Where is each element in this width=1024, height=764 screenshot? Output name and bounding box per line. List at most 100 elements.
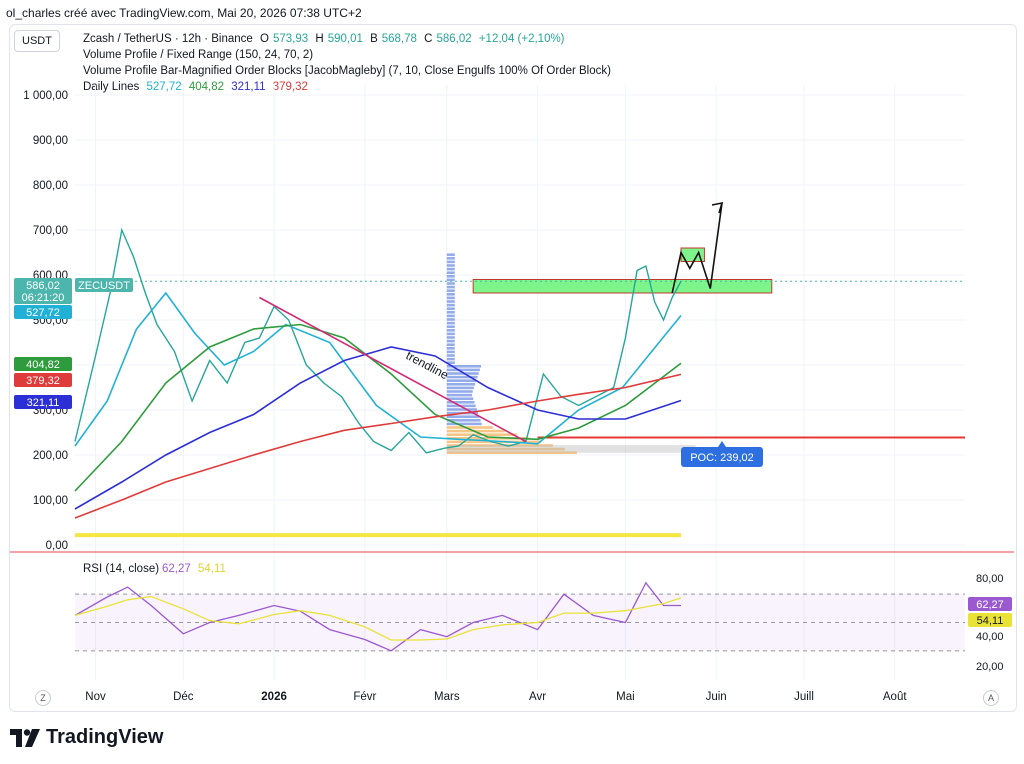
current-price-badge xyxy=(14,278,72,304)
volume-profile-bar xyxy=(446,285,455,289)
volume-profile-bar xyxy=(446,293,455,296)
legend-symbol-row: Zcash / TetherUS · 12h · Binance O 573,93… xyxy=(83,33,565,45)
ema-slow-text: 321,11 xyxy=(27,397,60,409)
volume-profile-bar xyxy=(446,296,455,300)
y-tick-label: 900,00 xyxy=(33,135,68,147)
volume-profile-bar xyxy=(446,318,455,321)
volume-profile-bar xyxy=(446,321,455,325)
ema-red-text: 379,32 xyxy=(26,375,60,387)
ema-fast-text: 527,72 xyxy=(26,307,60,319)
price-series-line xyxy=(74,227,682,454)
volume-profile-bar xyxy=(446,401,475,404)
y-tick-label: 800,00 xyxy=(33,180,68,192)
volume-profile-bar xyxy=(446,426,493,429)
tradingview-logo-icon xyxy=(10,728,40,747)
volume-profile-bar xyxy=(446,372,479,375)
volume-profile-bar xyxy=(446,354,455,357)
volume-profile-bar xyxy=(446,368,480,372)
rsi-axis-20: 20,00 xyxy=(976,661,1004,673)
rsi-ma-legend-value: 54,11 xyxy=(198,563,226,575)
volume-profile-bar xyxy=(446,343,455,346)
x-tick-label: Nov xyxy=(85,691,106,703)
volume-profile-bar xyxy=(446,397,474,400)
y-tick-label: 0,00 xyxy=(46,540,68,552)
ma-series-line xyxy=(74,323,682,492)
volume-profile-bar xyxy=(446,447,565,451)
rsi-ma-badge xyxy=(968,613,1012,627)
volume-profile-bar xyxy=(446,329,455,332)
volume-profile-bar xyxy=(446,379,477,382)
volume-profile-bar xyxy=(446,289,455,292)
poc-label-box[interactable]: POC: 239,02 xyxy=(681,441,763,467)
x-tick-label: Févr xyxy=(353,691,376,703)
volume-profile-bar xyxy=(446,264,455,267)
volume-profile-bar xyxy=(446,357,455,361)
legend-high: 590,01 xyxy=(327,33,363,45)
volume-profile-bar xyxy=(446,437,529,440)
y-tick-label: 200,00 xyxy=(33,450,68,462)
quote-currency-button[interactable]: USDT xyxy=(14,30,60,52)
volume-profile-bar xyxy=(446,311,455,314)
y-tick-label: 700,00 xyxy=(33,225,68,237)
volume-profile-bar xyxy=(446,383,476,386)
ma-series-line xyxy=(74,373,682,519)
rsi-title[interactable]: RSI (14, close) xyxy=(83,563,159,575)
legend-symbol[interactable]: Zcash / TetherUS · 12h · Binance xyxy=(83,33,253,45)
y-tick-label: 1 000,00 xyxy=(23,90,68,102)
volume-profile-bar xyxy=(446,386,474,390)
legend-indicator-volume-profile[interactable]: Volume Profile / Fixed Range (150, 24, 7… xyxy=(83,49,314,61)
volume-profile-bar xyxy=(446,393,473,397)
x-tick-label: Juin xyxy=(706,691,727,703)
rsi-axis-40: 40,00 xyxy=(976,631,1004,643)
rsi-value-badge-text: 62,27 xyxy=(976,599,1004,611)
volume-profile-bar xyxy=(446,375,478,379)
volume-profile-bar xyxy=(446,271,455,274)
x-tick-label: Déc xyxy=(173,691,194,703)
volume-profile-bar xyxy=(446,390,473,393)
legend-open: 573,93 xyxy=(272,33,309,45)
x-tick-label: Avr xyxy=(529,691,546,703)
rsi-line xyxy=(74,581,681,652)
volume-profile-bar xyxy=(446,300,455,303)
supply-zone-box xyxy=(472,279,773,294)
volume-profile-bar xyxy=(446,278,455,282)
rsi-axis-80: 80,00 xyxy=(976,573,1004,585)
volume-profile-bar xyxy=(446,260,455,264)
auto-scale-button[interactable]: A xyxy=(983,690,999,706)
timezone-button[interactable]: Z xyxy=(35,690,51,706)
order-block-zone xyxy=(446,445,696,453)
chart-frame xyxy=(9,24,1017,712)
volume-profile-bar xyxy=(446,275,455,278)
tradingview-logo: TradingView xyxy=(10,726,163,749)
daily-line-value-4: 379,32 xyxy=(272,81,308,93)
volume-profile-bar xyxy=(446,336,455,339)
volume-profile-bar xyxy=(446,282,455,285)
ema-slow-badge xyxy=(14,395,72,409)
daily-line-value-1: 527,72 xyxy=(146,81,182,93)
legend-indicator-order-blocks[interactable]: Volume Profile Bar-Magnified Order Block… xyxy=(83,65,611,77)
current-price-text: 586,02 xyxy=(26,280,60,292)
ema-fast-badge xyxy=(14,305,72,319)
volume-profile-bar xyxy=(446,257,455,260)
volume-profile-bar xyxy=(446,361,455,364)
volume-profile-bar xyxy=(446,415,480,418)
rsi-ma-badge-text: 54,11 xyxy=(977,615,1004,627)
x-tick-label: Juill xyxy=(794,691,814,703)
ema-mid-badge xyxy=(14,357,72,371)
legend-close: 586,02 xyxy=(436,33,472,45)
volume-profile-bar xyxy=(446,422,482,426)
poc-label-text: POC: 239,02 xyxy=(690,452,754,464)
ma-series-line xyxy=(74,291,682,447)
volume-profile-bar xyxy=(446,303,455,307)
price-badges: 586,02 06:21:20 ZECUSDT 527,72 404,82 37… xyxy=(14,278,133,409)
volume-profile-bar xyxy=(446,307,455,310)
x-tick-label: Mars xyxy=(434,691,460,703)
volume-profile-bar xyxy=(446,444,553,447)
x-tick-label: Août xyxy=(883,691,907,703)
volume-profile-bar xyxy=(446,339,455,343)
legend-indicator-daily-lines[interactable]: Daily Lines 527,72 404,82 321,11 379,32 xyxy=(83,81,312,93)
x-tick-label: 2026 xyxy=(261,691,287,703)
rsi-value-badge xyxy=(968,597,1012,611)
volume-profile-bar xyxy=(446,408,477,411)
